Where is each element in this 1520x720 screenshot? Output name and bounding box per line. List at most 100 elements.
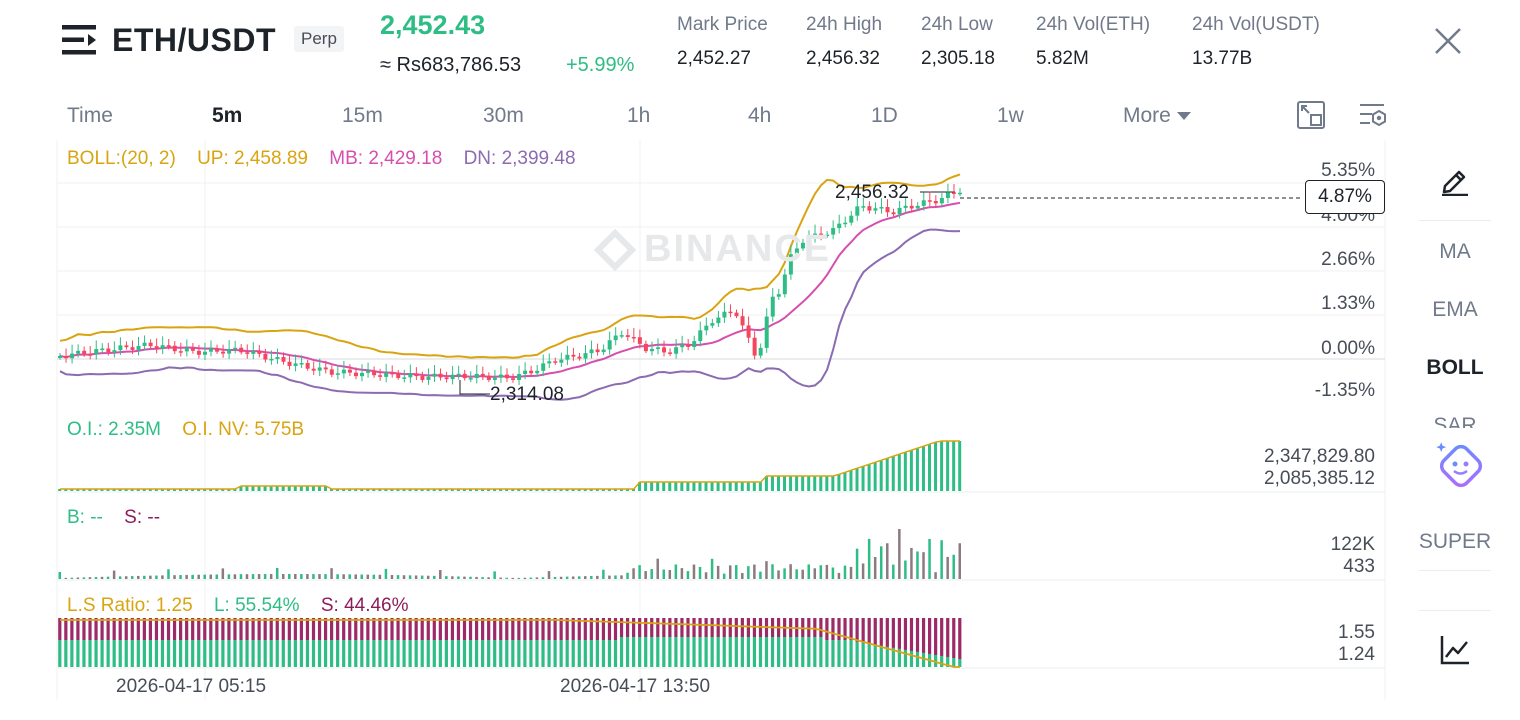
ls-long-bar (372, 640, 376, 667)
candle-body (263, 353, 268, 360)
volume-bar (741, 573, 744, 579)
interval-more[interactable]: More (1123, 104, 1191, 128)
candle-body (523, 370, 528, 375)
watermark-label: BINANCE (644, 228, 832, 270)
volume-bar (281, 574, 285, 579)
volume-bar (928, 538, 931, 579)
ls-short-bar (76, 618, 80, 640)
ls-long-bar (662, 637, 666, 667)
interval-15m[interactable]: 15m (342, 104, 383, 127)
volume-legend: B: -- S: -- (67, 507, 176, 529)
interval-1w[interactable]: 1w (997, 104, 1024, 127)
ai-assistant-icon[interactable] (1435, 440, 1485, 490)
ls-short-bar (891, 618, 895, 648)
candle-body (933, 200, 938, 204)
candle-body (396, 373, 401, 378)
binance-watermark: BINANCE (593, 228, 832, 272)
volume-bar (318, 574, 321, 579)
ls-short-bar (299, 618, 304, 640)
volume-bar (952, 554, 955, 579)
volume-bar (584, 576, 587, 579)
low-marker-label: 2,314.08 (490, 384, 564, 405)
chart-settings-icon[interactable] (1358, 100, 1388, 130)
fullscreen-layout-icon[interactable] (1296, 100, 1326, 130)
candle-body (329, 369, 334, 375)
oi-bar (305, 486, 309, 491)
ls-short-bar (613, 618, 618, 640)
volume-bar (396, 575, 400, 579)
volume-bar (662, 569, 666, 579)
ls-short-label: S: 44.46% (320, 595, 409, 616)
oi-bar (867, 464, 871, 491)
indicator-ema[interactable]: EMA (1432, 298, 1478, 321)
volume-bar (656, 558, 659, 579)
interval-30m[interactable]: 30m (483, 104, 524, 127)
candle-body (577, 356, 582, 359)
menu-icon[interactable] (62, 25, 98, 55)
candle-body (637, 337, 642, 344)
stat-label: 24h High (806, 14, 883, 35)
volume-bar (384, 568, 388, 579)
kline-chart[interactable] (0, 0, 1400, 720)
candle-body (209, 348, 214, 352)
volume-bar (70, 577, 74, 579)
price-axis-label: 2.66% (1321, 249, 1375, 270)
ls-short-bar (438, 618, 442, 640)
pencil-draw-icon[interactable] (1439, 164, 1471, 196)
volume-bar (445, 576, 448, 579)
ls-long-bar (64, 640, 68, 667)
oi-bar (179, 489, 183, 491)
interval-5m[interactable]: 5m (212, 104, 243, 127)
oi-bar (837, 474, 841, 491)
interval-1d[interactable]: 1D (871, 104, 898, 127)
ls-short-bar (837, 618, 841, 640)
ls-short-bar (130, 618, 134, 640)
indicator-super[interactable]: SUPER (1418, 530, 1492, 553)
pair-title[interactable]: ETH/USDT (112, 22, 276, 58)
volume-bar (940, 540, 943, 579)
ls-long-bar (716, 637, 720, 667)
candle-body (360, 372, 365, 377)
volume-bar (505, 577, 508, 579)
volume-bar (378, 574, 382, 579)
volume-bar (330, 568, 333, 579)
oi-bar (499, 489, 503, 491)
oi-bar (680, 482, 684, 491)
volume-bar (686, 571, 690, 579)
candle-body (353, 372, 358, 377)
ls-short-bar (595, 618, 599, 640)
candle-body (480, 373, 485, 376)
interval-4h[interactable]: 4h (748, 104, 772, 127)
ls-long-bar (517, 640, 521, 667)
volume-bar (233, 574, 237, 579)
ls-short-bar (710, 618, 714, 637)
oi-bar (323, 486, 327, 491)
indicator-sar[interactable]: SAR (1433, 414, 1477, 428)
volume-bar (124, 576, 128, 579)
oi-bar (378, 489, 382, 491)
oi-bar (589, 489, 593, 491)
indicator-boll[interactable]: BOLL (1426, 356, 1484, 379)
boll-lower-line (59, 228, 961, 401)
ls-short-bar (366, 618, 370, 640)
indicator-ma[interactable]: MA (1439, 240, 1471, 263)
candle-body (958, 192, 962, 195)
candle-body (335, 373, 340, 375)
oi-bar (758, 482, 762, 491)
oi-bar (831, 476, 835, 491)
volume-bar (251, 574, 255, 579)
chart-line-icon[interactable] (1439, 634, 1471, 666)
volume-bar (221, 568, 225, 579)
candle-body (915, 205, 920, 209)
close-icon[interactable] (1434, 27, 1462, 55)
candle-body (662, 347, 667, 353)
stat-label: 24h Low (921, 14, 993, 35)
interval-time[interactable]: Time (67, 104, 113, 127)
candle-body (130, 347, 135, 350)
candle-body (432, 373, 437, 377)
ls-short-bar (396, 618, 400, 640)
candle-body (794, 248, 799, 255)
oi-bar (952, 441, 956, 491)
oi-bar (559, 489, 563, 491)
interval-1h[interactable]: 1h (627, 104, 651, 127)
